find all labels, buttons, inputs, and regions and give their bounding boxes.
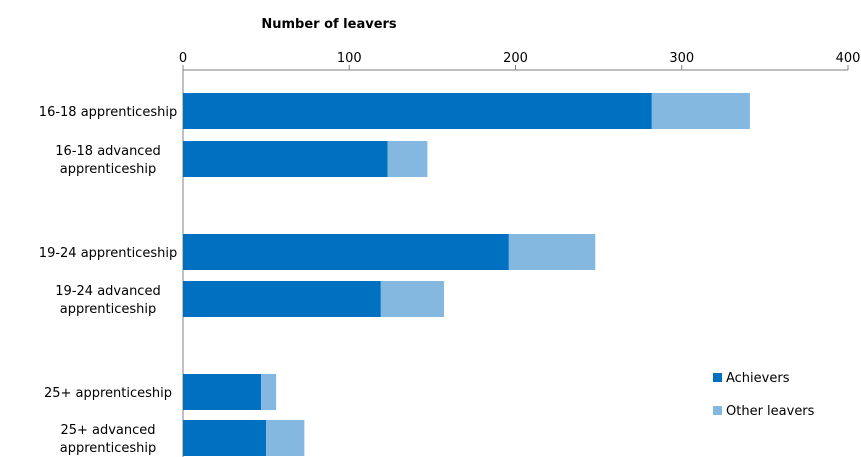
bar-segment-achievers — [183, 281, 381, 317]
legend-swatch — [713, 406, 722, 415]
category-label: apprenticeship — [60, 302, 157, 317]
bar-segment-achievers — [183, 374, 262, 410]
bar-segment-achievers — [183, 93, 652, 129]
legend: Achievers Other leavers — [713, 371, 815, 419]
bar-segment-other-leavers — [380, 281, 445, 317]
legend-swatch — [713, 373, 722, 382]
x-tick-label: 400 — [836, 51, 861, 66]
x-tick-label: 200 — [503, 51, 528, 66]
bar-segment-other-leavers — [266, 420, 305, 456]
bar-segment-other-leavers — [261, 374, 277, 410]
x-tick-label: 0 — [179, 51, 187, 66]
category-label: apprenticeship — [60, 441, 157, 456]
category-label: 25+ advanced — [60, 423, 155, 438]
category-label: 16-18 apprenticeship — [39, 105, 177, 120]
x-axis-ticks: 0 100 200 300 400 — [179, 51, 861, 70]
bar-segment-achievers — [183, 234, 509, 270]
bar-segment-achievers — [183, 420, 267, 456]
category-label: 19-24 apprenticeship — [39, 246, 177, 261]
x-tick-label: 300 — [669, 51, 694, 66]
bar-segment-other-leavers — [651, 93, 750, 129]
legend-label: Achievers — [726, 371, 790, 386]
category-label: apprenticeship — [60, 162, 157, 177]
category-label: 16-18 advanced — [55, 144, 160, 159]
category-label: 19-24 advanced — [55, 284, 160, 299]
x-tick-label: 100 — [337, 51, 362, 66]
x-axis-title: Number of leavers — [261, 17, 397, 32]
bar-segment-other-leavers — [387, 141, 428, 177]
bars-group — [183, 93, 750, 456]
category-labels: 16-18 apprenticeship 16-18 advanced appren… — [39, 105, 177, 456]
legend-label: Other leavers — [726, 404, 815, 419]
bar-segment-other-leavers — [508, 234, 596, 270]
category-label: 25+ apprenticeship — [44, 386, 172, 401]
bar-segment-achievers — [183, 141, 388, 177]
